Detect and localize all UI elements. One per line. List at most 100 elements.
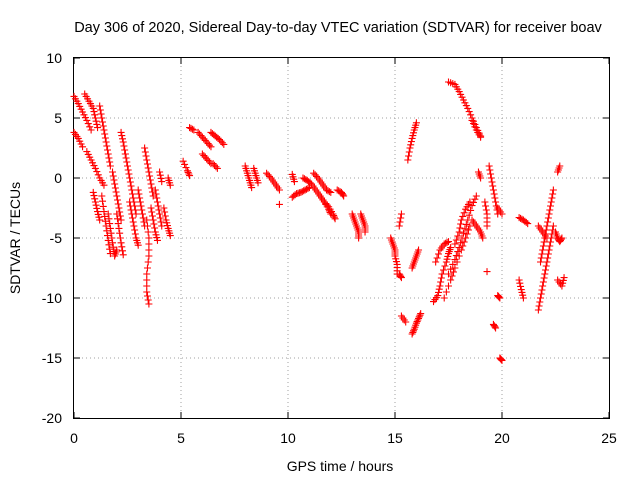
data-point bbox=[483, 268, 491, 276]
data-point bbox=[145, 246, 153, 254]
x-tick-label: 25 bbox=[601, 430, 617, 446]
data-point bbox=[395, 222, 403, 230]
data-point bbox=[155, 206, 163, 214]
data-point bbox=[83, 116, 91, 124]
data-point bbox=[153, 198, 161, 206]
data-point bbox=[119, 135, 127, 143]
data-point bbox=[451, 240, 459, 248]
data-point bbox=[405, 148, 413, 156]
data-point bbox=[152, 190, 160, 198]
data-point bbox=[121, 146, 129, 154]
data-point bbox=[460, 238, 468, 246]
data-point bbox=[522, 218, 530, 226]
data-point bbox=[143, 270, 151, 278]
data-point bbox=[118, 132, 126, 140]
data-point bbox=[539, 278, 547, 286]
data-point bbox=[148, 208, 156, 216]
data-point bbox=[435, 285, 443, 293]
data-point bbox=[79, 143, 87, 151]
data-point bbox=[103, 227, 111, 235]
data-point bbox=[114, 196, 122, 204]
data-point bbox=[207, 143, 215, 151]
data-point bbox=[515, 276, 523, 284]
data-point bbox=[488, 178, 496, 186]
data-point bbox=[126, 174, 134, 182]
data-point bbox=[115, 224, 123, 232]
data-point bbox=[166, 232, 174, 240]
data-point bbox=[151, 224, 159, 232]
data-point bbox=[546, 242, 554, 250]
data-point bbox=[275, 186, 283, 194]
data-point bbox=[126, 178, 134, 186]
data-point bbox=[182, 164, 190, 172]
y-axis-label: SDTVAR / TECUs bbox=[7, 182, 23, 294]
data-point bbox=[456, 224, 464, 232]
data-point bbox=[492, 198, 500, 206]
data-point bbox=[471, 123, 479, 131]
data-point bbox=[407, 141, 415, 149]
data-point bbox=[113, 192, 121, 200]
data-point bbox=[156, 214, 164, 222]
data-point bbox=[397, 214, 405, 222]
data-point bbox=[471, 195, 479, 203]
data-point bbox=[498, 356, 506, 364]
data-point bbox=[467, 111, 475, 119]
data-point bbox=[498, 210, 506, 218]
data-point bbox=[537, 258, 545, 266]
data-point bbox=[137, 202, 145, 210]
data-point bbox=[519, 294, 527, 302]
data-point bbox=[547, 238, 555, 246]
data-point bbox=[143, 264, 151, 272]
data-point bbox=[113, 210, 121, 218]
data-point bbox=[534, 306, 542, 314]
data-point bbox=[442, 288, 450, 296]
data-point bbox=[89, 188, 97, 196]
data-point bbox=[491, 323, 499, 331]
data-point bbox=[457, 239, 465, 247]
data-point bbox=[413, 318, 421, 326]
y-tick-label: -20 bbox=[42, 410, 62, 426]
x-axis-label: GPS time / hours bbox=[287, 458, 394, 474]
y-tick-label: -10 bbox=[42, 290, 62, 306]
data-point bbox=[106, 220, 114, 228]
data-point bbox=[535, 302, 543, 310]
data-point bbox=[540, 238, 548, 246]
data-point bbox=[119, 138, 127, 146]
data-point bbox=[90, 192, 98, 200]
data-point bbox=[542, 266, 550, 274]
data-point bbox=[99, 202, 107, 210]
data-point bbox=[477, 133, 485, 141]
data-point bbox=[412, 119, 420, 127]
data-point bbox=[127, 182, 135, 190]
data-point bbox=[290, 178, 298, 186]
data-point bbox=[355, 234, 363, 242]
data-point bbox=[106, 158, 114, 166]
data-point bbox=[415, 313, 423, 321]
data-point bbox=[220, 140, 228, 148]
data-point bbox=[466, 198, 474, 206]
data-point bbox=[126, 198, 134, 206]
data-point bbox=[105, 241, 113, 249]
data-point bbox=[131, 230, 139, 238]
data-point bbox=[447, 244, 455, 252]
data-point bbox=[451, 264, 459, 272]
data-point bbox=[117, 239, 125, 247]
data-point bbox=[156, 168, 164, 176]
data-point bbox=[160, 204, 168, 212]
data-point bbox=[329, 210, 337, 218]
data-point bbox=[454, 232, 462, 240]
data-point bbox=[549, 222, 557, 230]
y-tick-label: 0 bbox=[54, 170, 62, 186]
data-point bbox=[410, 327, 418, 335]
data-point bbox=[549, 190, 557, 198]
data-point bbox=[106, 245, 114, 253]
data-point bbox=[538, 286, 546, 294]
data-point bbox=[451, 256, 459, 264]
data-point bbox=[128, 214, 136, 222]
data-point bbox=[156, 210, 164, 218]
data-point bbox=[537, 290, 545, 298]
data-point bbox=[90, 108, 98, 116]
data-point bbox=[496, 294, 504, 302]
data-point bbox=[544, 250, 552, 258]
x-tick-label: 10 bbox=[280, 430, 296, 446]
